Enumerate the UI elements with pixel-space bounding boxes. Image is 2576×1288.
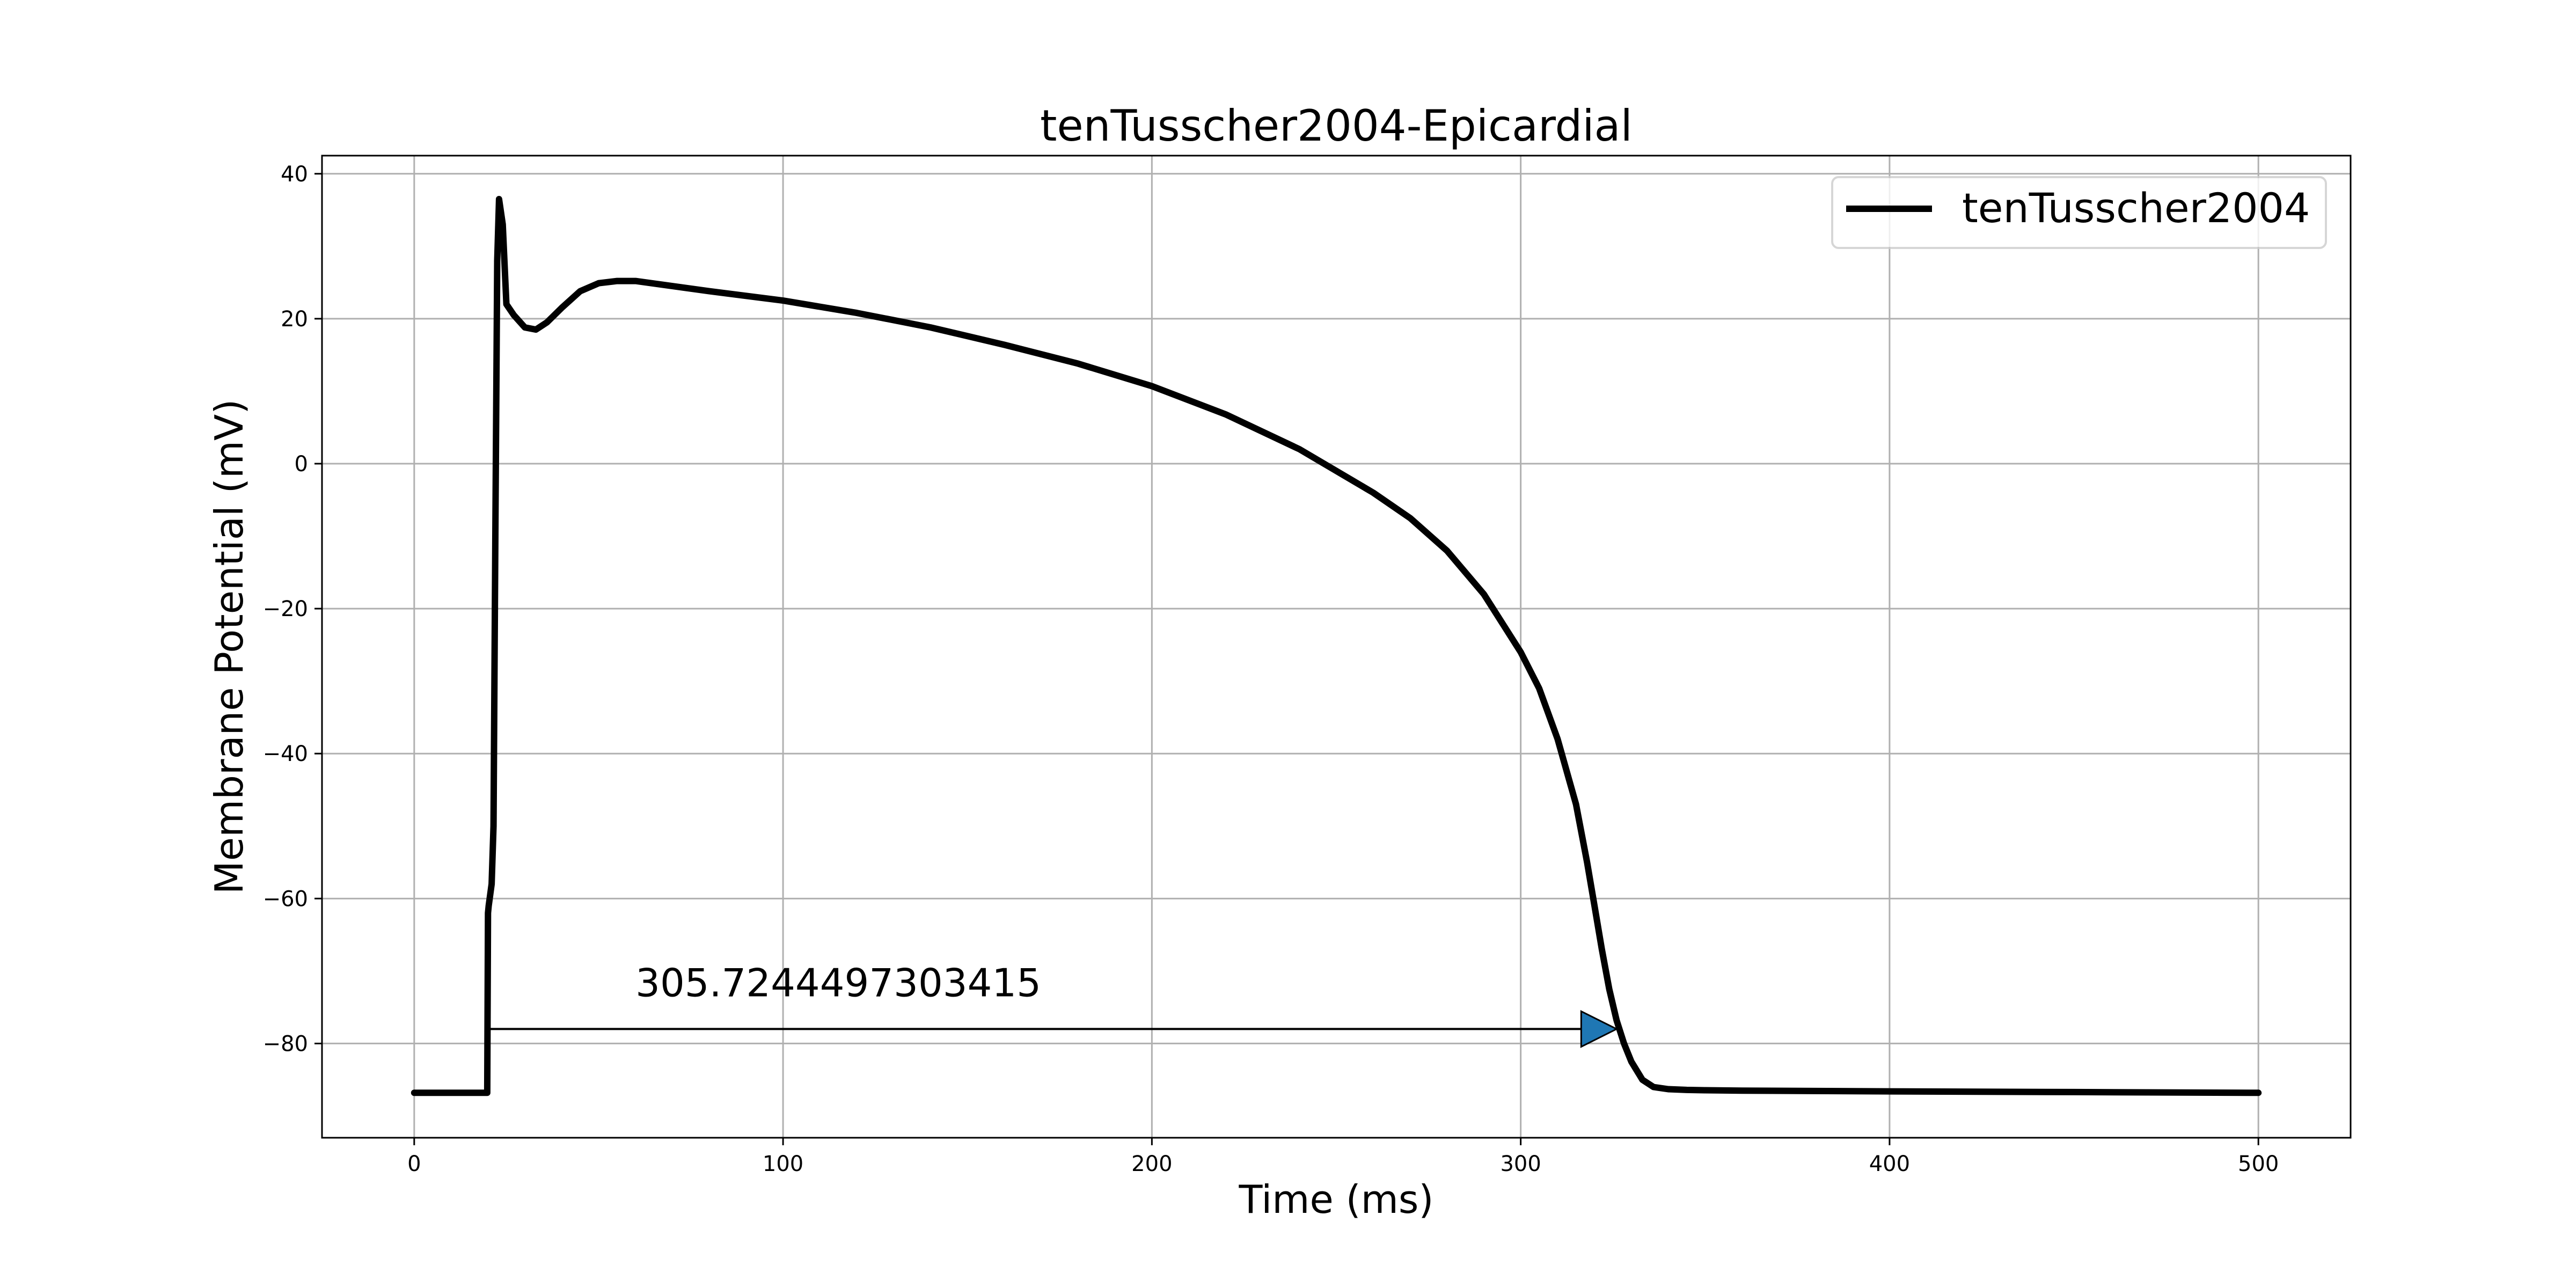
x-tick-label: 300	[1500, 1152, 1541, 1176]
y-tick-label: −20	[263, 597, 308, 621]
x-axis-label: Time (ms)	[1239, 1177, 1434, 1222]
y-tick-label: 0	[295, 452, 308, 477]
axis-ticks: 0 100 200 300 400 500 −80 −60 −40 −20 0 20 40	[263, 162, 2279, 1176]
y-tick-label: −60	[263, 887, 308, 911]
legend-box	[1831, 176, 2327, 249]
x-tick-label: 200	[1131, 1152, 1172, 1176]
chart-title: tenTusscher2004-Epicardial	[1040, 101, 1633, 151]
annotation: 305.7244497303415	[488, 961, 1619, 1048]
grid-lines	[322, 156, 2351, 1138]
y-axis-label: Membrane Potential (mV)	[207, 399, 252, 895]
x-tick-label: 0	[407, 1152, 421, 1176]
y-tick-label: 20	[281, 307, 308, 332]
y-tick-label: −80	[263, 1031, 308, 1056]
y-tick-label: −40	[263, 742, 308, 766]
x-tick-label: 100	[763, 1152, 803, 1176]
legend: tenTusscher2004	[1831, 176, 2327, 249]
y-tick-label: 40	[281, 162, 308, 187]
plot-area	[411, 196, 2262, 1096]
annotation-label: 305.7244497303415	[635, 961, 1041, 1006]
series-line-tenTusscher2004	[411, 196, 2262, 1096]
x-tick-label: 400	[1869, 1152, 1910, 1176]
x-tick-label: 500	[2238, 1152, 2279, 1176]
annotation-arrow-head	[1580, 1009, 1619, 1048]
axes-frame	[321, 155, 2352, 1139]
legend-entry-label: tenTusscher2004	[1962, 184, 2310, 232]
